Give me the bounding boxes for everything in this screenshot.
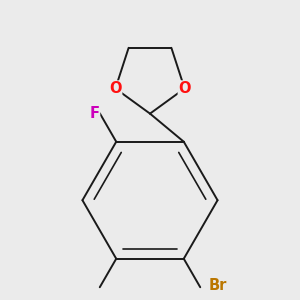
Text: O: O — [109, 81, 122, 96]
Text: O: O — [178, 81, 191, 96]
Text: F: F — [90, 106, 100, 121]
Text: Br: Br — [209, 278, 227, 293]
